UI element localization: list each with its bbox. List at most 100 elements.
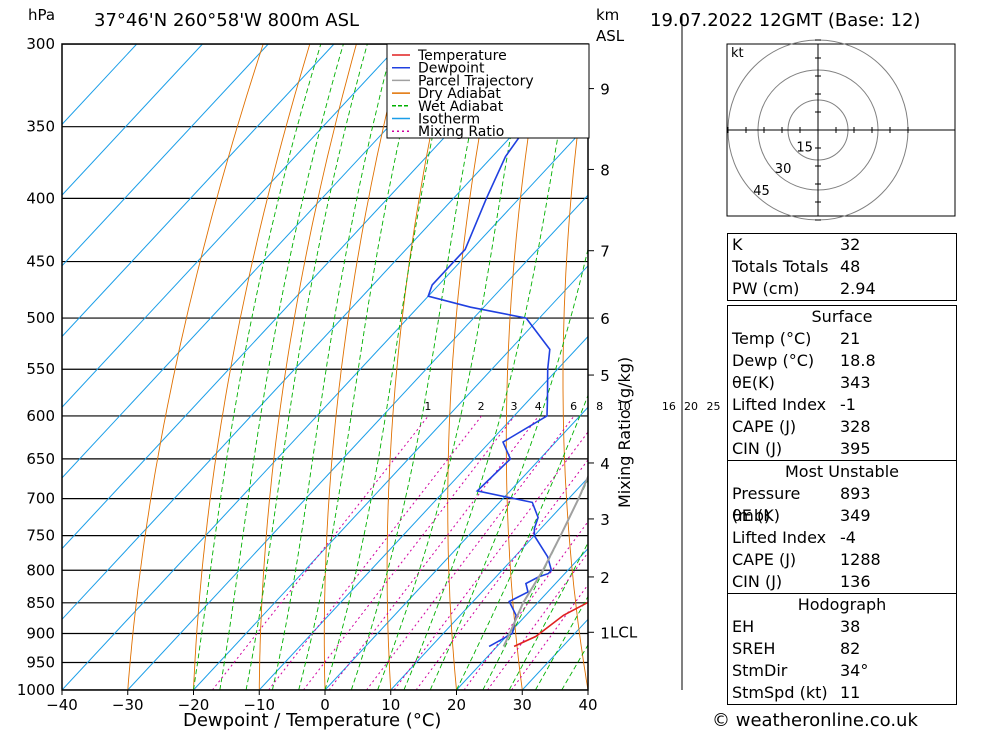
dry-adiabat-line (193, 44, 311, 690)
pressure-tick-label: 650 (26, 450, 55, 468)
stat-label: K (732, 235, 743, 254)
stat-value: -4 (840, 528, 856, 547)
stat-value: 395 (840, 439, 871, 458)
stat-row: EH 38 (728, 616, 956, 638)
legend-label: Wet Adiabat (418, 99, 504, 115)
legend-label: Temperature (417, 48, 507, 64)
stat-label: Lifted Index (732, 528, 827, 547)
stat-row: StmDir 34° (728, 660, 956, 682)
stat-label: CAPE (J) (732, 417, 797, 436)
wet-adiabat-line (271, 44, 394, 690)
pressure-tick-label: 600 (26, 407, 55, 425)
stat-label: θE(K) (732, 373, 775, 392)
pressure-tick-label: 350 (26, 118, 55, 136)
wet-adiabat-line (193, 44, 322, 690)
mixing-ratio-line (511, 583, 588, 690)
stat-value: 48 (840, 257, 861, 276)
isotherm-line (390, 477, 588, 690)
stat-label: θE (K) (732, 506, 780, 525)
isotherm-line (324, 406, 588, 690)
stat-label: Temp (°C) (732, 329, 812, 348)
stat-row: StmSpd (kt) 11 (728, 682, 956, 704)
most-unstable-title: Most Unstable (785, 462, 899, 481)
stat-label: Lifted Index (732, 395, 827, 414)
stat-value: 136 (840, 572, 871, 591)
series-layer (427, 44, 588, 648)
hodograph-ring-label: 45 (753, 184, 770, 199)
pressure-tick-label: 500 (26, 309, 55, 327)
wet-adiabat-line (377, 44, 529, 690)
stat-value: 38 (840, 617, 861, 636)
mixing-ratio-label: 4 (535, 400, 542, 413)
mixing-ratio-label: 8 (596, 400, 603, 413)
stat-row: SREH 82 (728, 638, 956, 660)
mixing-ratio-line (328, 415, 540, 690)
pressure-tick-label: 850 (26, 594, 55, 612)
km-tick-label: 2 (600, 569, 610, 587)
stat-value: 11 (840, 683, 861, 702)
legend-label: Isotherm (418, 112, 480, 128)
mixing-ratio-line (415, 459, 588, 690)
asl-unit: ASL (596, 27, 625, 45)
stat-row: CAPE (J) 328 (728, 416, 956, 438)
surface-title: Surface (811, 307, 873, 326)
stat-row: θE (K) 349 (728, 505, 956, 527)
hodograph-stats-title: Hodograph (797, 595, 887, 614)
mixing-ratio-label: 6 (570, 400, 577, 413)
stat-row: CIN (J) 395 (728, 438, 956, 460)
wet-adiabat-line (298, 44, 422, 690)
hodograph-ring-label: 15 (796, 141, 813, 156)
stat-value: -1 (840, 395, 856, 414)
stat-row: Pressure (mb) 893 (728, 483, 956, 525)
background-lines (62, 44, 1000, 690)
legend-label: Dewpoint (418, 61, 485, 77)
isotherm-line (456, 547, 588, 690)
isotherm-line (62, 123, 588, 690)
mixing-ratio-line (268, 415, 482, 690)
pressure-unit: hPa (28, 6, 55, 24)
wet-adiabat-line (324, 44, 453, 690)
mixing-ratio-axis-label: Mixing Ratio (g/kg) (615, 357, 634, 508)
isotherm-line (127, 194, 588, 690)
hodograph: kt 15 30 45 (726, 39, 956, 221)
isotherm-line (62, 44, 335, 338)
dry-adiabat-line (962, 44, 1000, 690)
stat-value: 21 (840, 329, 861, 348)
x-tick-label: −20 (178, 696, 210, 714)
stat-value: 2.94 (840, 279, 876, 298)
stat-row: θE(K) 343 (728, 372, 956, 394)
stat-label: Pressure (mb) (732, 484, 801, 525)
stat-value: 328 (840, 417, 871, 436)
dry-adiabat-line (671, 44, 719, 690)
km-tick-label: 1 (600, 624, 610, 642)
dry-adiabat-line (323, 44, 404, 690)
stat-label: StmDir (732, 661, 788, 680)
wet-adiabat-line (350, 44, 488, 690)
mixing-ratio-line (211, 415, 429, 690)
wet-adiabat-line (456, 394, 588, 690)
dry-adiabat-line (258, 44, 357, 690)
stat-value: 349 (840, 506, 871, 525)
x-tick-label: 30 (513, 696, 532, 714)
dry-adiabat-line (562, 51, 588, 690)
km-tick-label: 3 (600, 511, 610, 529)
pressure-tick-label: 700 (26, 490, 55, 508)
site-credit: © weatheronline.co.uk (712, 710, 918, 731)
isotherm-line (62, 44, 138, 126)
hodograph-unit: kt (731, 46, 744, 61)
stat-value: 82 (840, 639, 861, 658)
dry-adiabat-line (127, 44, 264, 690)
stat-label: CAPE (J) (732, 550, 797, 569)
isotherm-line (258, 335, 588, 690)
wet-adiabat-line (403, 44, 575, 690)
wet-adiabat-line (482, 478, 588, 690)
km-tick-label: 5 (600, 367, 610, 385)
lcl-label: LCL (610, 623, 638, 641)
mixing-ratio-label: 10 (617, 400, 631, 413)
mixing-ratio-label: 20 (684, 400, 698, 413)
stat-label: PW (cm) (732, 279, 800, 298)
stat-row: Totals Totals 48 (728, 256, 956, 278)
stat-row: Temp (°C) 21 (728, 328, 956, 350)
